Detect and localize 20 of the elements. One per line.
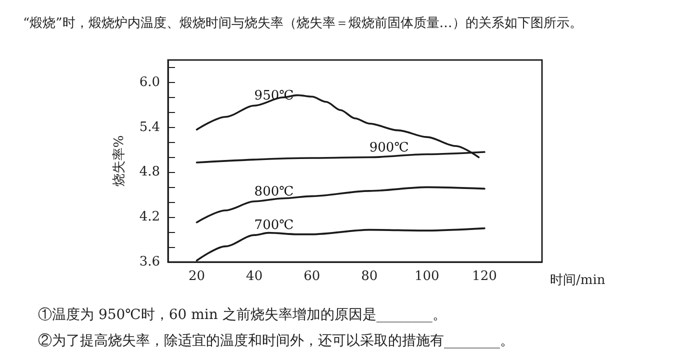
y-tick-label: 3.6 bbox=[139, 254, 160, 270]
text: ①温度为 950℃时，60 min 之前烧失率增加的原因是________。 bbox=[38, 307, 446, 323]
text: ②为了提高烧失率，除适宜的温度和时间外，还可以采取的措施有________。 bbox=[38, 333, 514, 349]
y-tick-label: 5.4 bbox=[139, 120, 160, 135]
x-tick-label: 80 bbox=[361, 269, 378, 284]
series-label: 800℃ bbox=[254, 184, 294, 200]
x-tick-label: 100 bbox=[414, 269, 440, 284]
series-label: 900℃ bbox=[369, 140, 409, 156]
chart-title: “煅烧”时，煅烧炉内温度、煅烧时间与烧失率（烧失率＝煅烧前固体质量…）的关系如下图所示。 bbox=[23, 15, 582, 31]
y-axis-title: 烧失率% bbox=[111, 135, 127, 187]
y-tick-label: 6.0 bbox=[139, 74, 160, 90]
y-tick-label: 4.2 bbox=[139, 210, 160, 225]
x-tick-label: 120 bbox=[472, 269, 497, 284]
x-tick-label: 60 bbox=[304, 269, 320, 284]
y-tick-label: 4.8 bbox=[139, 164, 160, 180]
series-label: 700℃ bbox=[254, 218, 294, 234]
x-tick-label: 40 bbox=[246, 269, 263, 284]
x-axis-title: 时间/min bbox=[550, 273, 606, 288]
series-label: 950℃ bbox=[254, 88, 294, 104]
x-tick-label: 20 bbox=[188, 269, 206, 284]
